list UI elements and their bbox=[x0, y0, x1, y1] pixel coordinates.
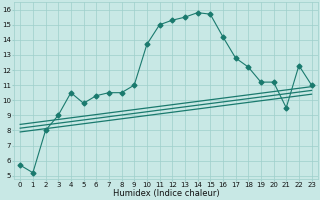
X-axis label: Humidex (Indice chaleur): Humidex (Indice chaleur) bbox=[113, 189, 219, 198]
